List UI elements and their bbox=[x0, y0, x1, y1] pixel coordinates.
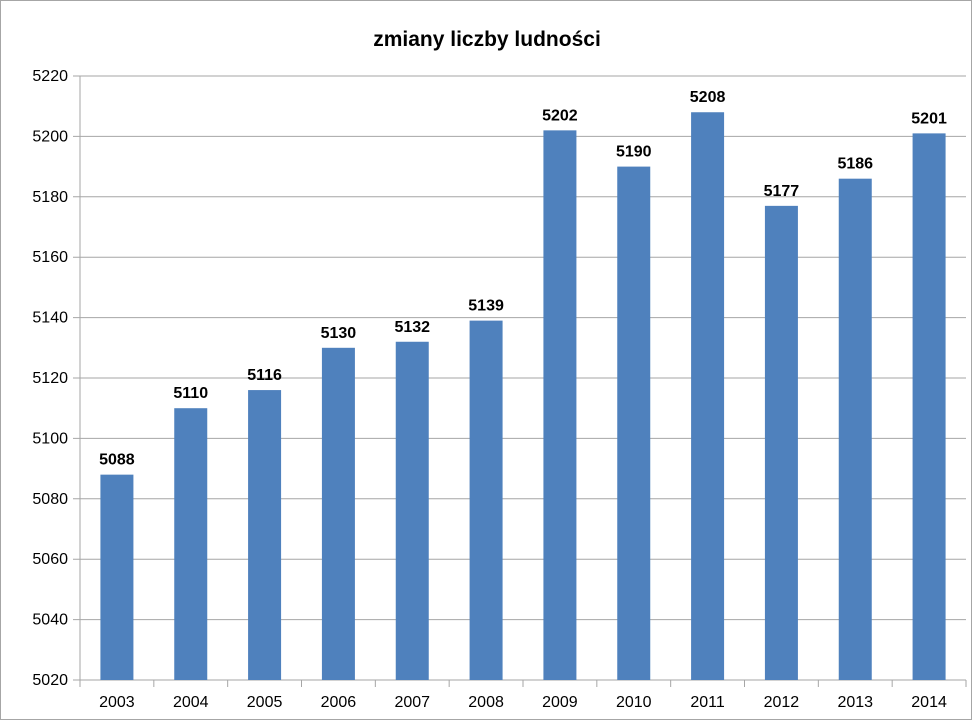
x-tick-label: 2012 bbox=[764, 694, 800, 711]
data-label: 5116 bbox=[247, 367, 282, 384]
bar bbox=[617, 166, 651, 681]
y-tick-label: 5200 bbox=[32, 128, 68, 145]
x-tick-label: 2006 bbox=[321, 694, 357, 711]
x-tick-label: 2014 bbox=[911, 694, 947, 711]
x-tick-label: 2009 bbox=[542, 694, 578, 711]
bar bbox=[543, 130, 577, 681]
y-tick-label: 5080 bbox=[32, 491, 68, 508]
bar bbox=[764, 205, 798, 681]
y-tick-label: 5180 bbox=[32, 189, 68, 206]
data-label: 5190 bbox=[616, 144, 652, 161]
bar bbox=[321, 347, 355, 680]
y-tick-label: 5020 bbox=[32, 672, 68, 689]
y-tick-label: 5100 bbox=[32, 430, 68, 447]
y-tick-label: 5120 bbox=[32, 370, 68, 387]
y-tick-label: 5140 bbox=[32, 310, 68, 327]
bar bbox=[395, 341, 429, 680]
x-tick-label: 2011 bbox=[690, 694, 725, 711]
y-tick-label: 5160 bbox=[32, 249, 68, 266]
data-label: 5139 bbox=[468, 298, 504, 315]
y-tick-label: 5040 bbox=[32, 612, 68, 629]
data-label: 5110 bbox=[173, 385, 208, 402]
data-label: 5186 bbox=[837, 156, 873, 173]
x-tick-label: 2013 bbox=[837, 694, 873, 711]
data-label: 5177 bbox=[764, 183, 800, 200]
x-tick-label: 2010 bbox=[616, 694, 652, 711]
bar bbox=[174, 408, 208, 680]
bar bbox=[912, 133, 946, 680]
data-label: 5132 bbox=[394, 319, 430, 336]
data-label: 5130 bbox=[321, 325, 357, 342]
bar bbox=[838, 178, 872, 680]
x-tick-label: 2004 bbox=[173, 694, 209, 711]
x-tick-label: 2008 bbox=[468, 694, 504, 711]
x-tick-label: 2007 bbox=[394, 694, 430, 711]
chart-title: zmiany liczby ludności bbox=[373, 28, 601, 51]
data-label: 5201 bbox=[911, 110, 947, 127]
y-tick-label: 5060 bbox=[32, 551, 68, 568]
data-label: 5208 bbox=[690, 89, 726, 106]
bar bbox=[691, 112, 725, 681]
data-label: 5202 bbox=[542, 107, 578, 124]
bar bbox=[248, 390, 282, 680]
bar bbox=[469, 320, 503, 680]
bar bbox=[100, 474, 134, 680]
x-tick-label: 2005 bbox=[247, 694, 283, 711]
y-tick-label: 5220 bbox=[32, 68, 68, 85]
x-tick-label: 2003 bbox=[99, 694, 135, 711]
data-label: 5088 bbox=[99, 452, 135, 469]
